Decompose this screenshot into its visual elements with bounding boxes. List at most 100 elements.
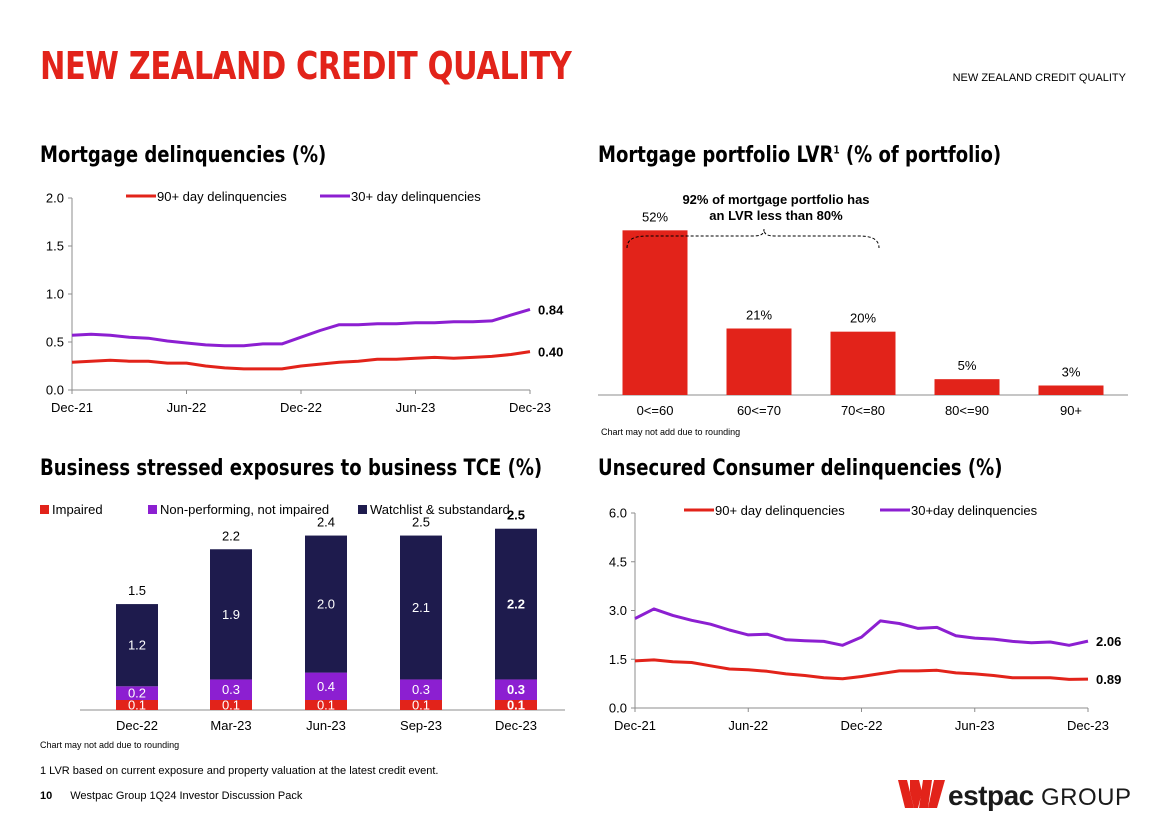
segment-value-label: 0.1 (222, 698, 240, 713)
series-line (634, 607, 1089, 647)
westpac-logo-text: estpac GROUP (948, 780, 1132, 812)
legend-swatch (358, 505, 367, 514)
x-tick-label: Dec-22 (841, 718, 883, 733)
stacked-segment (400, 700, 442, 710)
total-label: 2.5 (507, 508, 525, 523)
business-stressed-title: Business stressed exposures to business … (40, 456, 543, 481)
category-label: 70<=80 (841, 403, 885, 418)
lvr-title-tail: (% of portfolio) (839, 143, 1002, 168)
stacked-segment (116, 700, 158, 710)
legend-label: 90+ day delinquencies (157, 189, 287, 204)
segment-value-label: 1.2 (128, 638, 146, 653)
lvr-bar (934, 379, 1000, 395)
series-end-label: 0.89 (1096, 672, 1121, 687)
lvr-title-main: Mortgage portfolio LVR (598, 143, 834, 168)
lvr-bar (830, 331, 896, 395)
mortgage-delinquencies-title: Mortgage delinquencies (%) (40, 143, 327, 168)
category-label: 0<=60 (637, 403, 674, 418)
category-label: Dec-23 (495, 718, 537, 733)
legend-label: 90+ day delinquencies (715, 503, 845, 518)
lvr-bar-chart: 52% 0<=60 21% 60<=70 20% 70<=80 5% 80<=90 3% 90+ 9… (598, 192, 1128, 418)
total-label: 2.5 (412, 515, 430, 530)
y-tick-label: 0.5 (46, 335, 64, 350)
unsecured-delinquencies-chart: 0.0 1.5 3.0 4.5 6.0 Dec-21 Jun-22 Dec-22 Jun-23 D… (609, 503, 1121, 733)
business-stressed-chart: Impaired Non-performing, not impaired Watc… (40, 502, 565, 733)
bar-value-label: 21% (746, 308, 772, 323)
y-tick-label: 4.5 (609, 554, 627, 569)
page-title: NEW ZEALAND CREDIT QUALITY (40, 44, 572, 88)
stacked-segment (495, 700, 537, 710)
segment-value-label: 0.1 (317, 698, 335, 713)
stacked-segment (495, 528, 537, 680)
x-tick-label: Dec-22 (280, 400, 322, 415)
y-tick-label: 2.0 (46, 191, 64, 206)
x-tick-label: Jun-23 (396, 400, 436, 415)
y-tick-label: 1.5 (46, 239, 64, 254)
category-label: Jun-23 (306, 718, 346, 733)
x-tick-label: Jun-23 (955, 718, 995, 733)
annotation-text: an LVR less than 80% (709, 208, 843, 223)
stacked-segment (305, 535, 347, 673)
westpac-logo-mark (898, 780, 945, 808)
stacked-segment (305, 700, 347, 710)
segment-value-label: 1.9 (222, 607, 240, 622)
segment-value-label: 2.0 (317, 597, 335, 612)
category-label: Sep-23 (400, 718, 442, 733)
total-label: 2.4 (317, 515, 335, 530)
lvr-rounding-note: Chart may not add due to rounding (601, 427, 741, 437)
legend-label: 30+day delinquencies (911, 503, 1038, 518)
segment-value-label: 0.1 (412, 698, 430, 713)
segment-value-label: 0.3 (507, 682, 525, 697)
mortgage-delinquencies-chart: 0.0 0.5 1.0 1.5 2.0 Dec-21 Jun-22 Dec-22 Jun-23 D… (46, 189, 564, 415)
lvr-bar (726, 328, 792, 395)
stacked-segment (116, 604, 158, 687)
series-end-label: 0.84 (538, 302, 564, 317)
category-label: 90+ (1060, 403, 1082, 418)
legend-label: Watchlist & substandard (370, 502, 510, 517)
segment-value-label: 0.2 (128, 686, 146, 701)
bar-value-label: 5% (958, 358, 977, 373)
x-tick-label: Dec-23 (1067, 718, 1109, 733)
y-tick-label: 6.0 (609, 506, 627, 521)
stacked-segment (400, 535, 442, 680)
logo-name: estpac (948, 780, 1034, 811)
series-line (71, 307, 531, 348)
series-end-label: 2.06 (1096, 634, 1121, 649)
lvr-title-footnote-marker: 1 (833, 143, 840, 157)
legend-swatch (148, 505, 157, 514)
stacked-segment (400, 679, 442, 700)
lvr-bar (1038, 385, 1104, 395)
x-tick-label: Jun-22 (167, 400, 207, 415)
page-number: 10 (40, 790, 53, 802)
y-tick-label: 1.5 (609, 652, 627, 667)
category-label: Dec-22 (116, 718, 158, 733)
lvr-bar (622, 230, 688, 395)
lvr-chart-title: Mortgage portfolio LVR1 (% of portfolio) (598, 143, 1001, 168)
stacked-segment (210, 700, 252, 710)
legend-label: Non-performing, not impaired (160, 502, 329, 517)
stacked-segment (305, 672, 347, 700)
category-label: 80<=90 (945, 403, 989, 418)
x-tick-label: Dec-21 (51, 400, 93, 415)
legend-swatch (40, 505, 49, 514)
footer: 10 Westpac Group 1Q24 Investor Discussion… (40, 790, 302, 802)
segment-value-label: 0.3 (412, 682, 430, 697)
segment-value-label: 2.1 (412, 600, 430, 615)
stacked-segment (210, 679, 252, 700)
lvr-footnote: 1 LVR based on current exposure and prop… (40, 765, 439, 777)
x-tick-label: Dec-21 (614, 718, 656, 733)
section-label: NEW ZEALAND CREDIT QUALITY (952, 72, 1126, 84)
y-tick-label: 3.0 (609, 603, 627, 618)
legend-label: 30+ day delinquencies (351, 189, 481, 204)
bar-value-label: 52% (642, 209, 668, 224)
stacked-segment (210, 549, 252, 680)
total-label: 1.5 (128, 583, 146, 598)
category-label: 60<=70 (737, 403, 781, 418)
series-line (71, 350, 531, 371)
stacked-segment (116, 686, 158, 700)
bar-value-label: 20% (850, 311, 876, 326)
y-tick-label: 0.0 (609, 701, 627, 716)
y-tick-label: 0.0 (46, 383, 64, 398)
stacked-segment (495, 679, 537, 700)
annotation-text: 92% of mortgage portfolio has (682, 192, 869, 207)
